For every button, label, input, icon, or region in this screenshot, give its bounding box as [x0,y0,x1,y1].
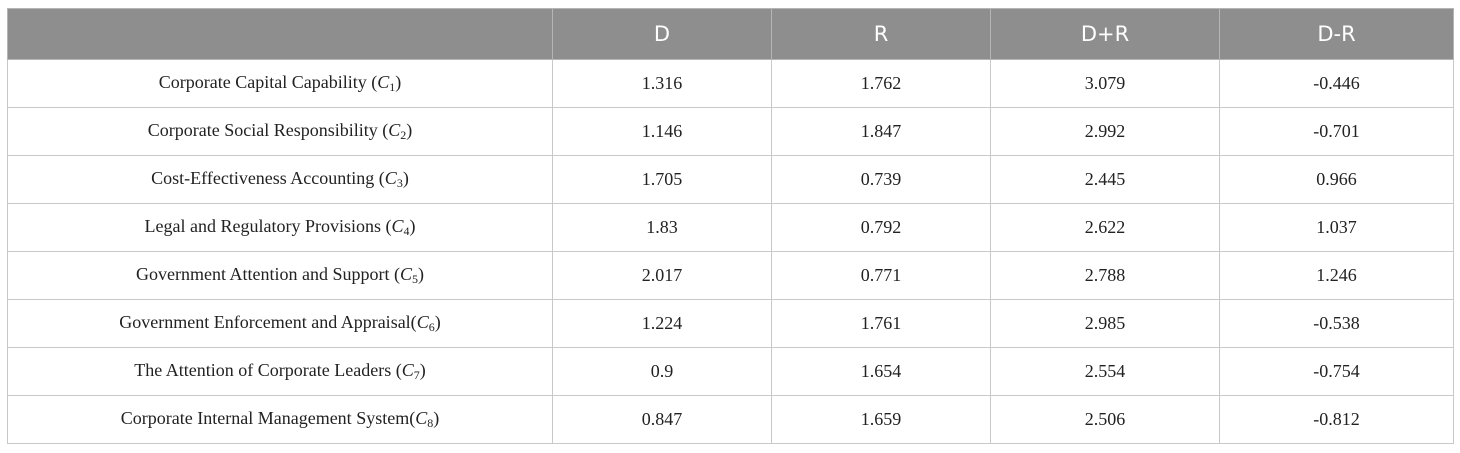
table-row: Legal and Regulatory Provisions (C4) 1.83… [7,203,1454,252]
factor-label: Corporate Internal Management System( [120,408,416,428]
dematel-results-table: D R D+R D-R Corporate Capital Capability… [7,8,1454,444]
factor-label: Government Attention and Support ( [136,264,400,284]
r-value-cell: 1.654 [771,347,991,396]
header-cell-d-plus-r: D+R [990,8,1220,60]
table-header-row: D R D+R D-R [7,8,1454,60]
factor-symbol: C7 [401,360,420,382]
header-cell-factor [7,8,553,60]
factor-name-cell: Legal and Regulatory Provisions (C4) [7,203,553,252]
r-value-cell: 0.739 [771,155,991,204]
table-row: The Attention of Corporate Leaders (C7) 0… [7,347,1454,396]
d-value-cell: 1.705 [552,155,772,204]
factor-symbol-subscript: 2 [400,128,407,142]
d-minus-r-value-cell: 1.246 [1219,251,1454,300]
r-value-cell: 1.659 [771,395,991,444]
factor-name-cell: Corporate Social Responsibility (C2) [7,107,553,156]
factor-label: Corporate Capital Capability ( [158,72,378,92]
factor-symbol-subscript: 7 [413,368,420,382]
d-plus-r-value-cell: 2.622 [990,203,1220,252]
factor-symbol: C1 [377,72,396,94]
d-plus-r-value-cell: 3.079 [990,59,1220,108]
d-minus-r-value-cell: 0.966 [1219,155,1454,204]
factor-symbol-letter: C [384,168,397,188]
d-value-cell: 1.146 [552,107,772,156]
factor-label-close: ) [406,120,413,140]
d-minus-r-value-cell: -0.446 [1219,59,1454,108]
table-row: Government Enforcement and Appraisal(C6)… [7,299,1454,348]
factor-name-cell: Government Attention and Support (C5) [7,251,553,300]
table-body: Corporate Capital Capability (C1) 1.316 1.… [7,59,1454,444]
table-row: Cost-Effectiveness Accounting (C3) 1.705 0… [7,155,1454,204]
factor-symbol-subscript: 8 [427,416,434,430]
d-value-cell: 0.847 [552,395,772,444]
d-minus-r-value-cell: -0.538 [1219,299,1454,348]
factor-name-cell: Government Enforcement and Appraisal(C6) [7,299,553,348]
factor-symbol-subscript: 6 [428,320,435,334]
factor-symbol-subscript: 4 [403,224,410,238]
factor-symbol: C5 [399,264,418,286]
r-value-cell: 1.762 [771,59,991,108]
factor-label-close: ) [417,264,424,284]
table-row: Government Attention and Support (C5) 2.0… [7,251,1454,300]
factor-label-close: ) [433,408,440,428]
factor-symbol-subscript: 1 [389,80,396,94]
table-row: Corporate Capital Capability (C1) 1.316 1.… [7,59,1454,108]
d-plus-r-value-cell: 2.554 [990,347,1220,396]
factor-label-close: ) [434,312,441,332]
factor-label: The Attention of Corporate Leaders ( [134,360,402,380]
factor-name-cell: The Attention of Corporate Leaders (C7) [7,347,553,396]
factor-label-close: ) [395,72,402,92]
factor-symbol: C2 [388,120,407,142]
d-plus-r-value-cell: 2.506 [990,395,1220,444]
table-row: Corporate Social Responsibility (C2) 1.14… [7,107,1454,156]
factor-symbol-letter: C [399,264,412,284]
header-cell-d-minus-r: D-R [1219,8,1454,60]
header-cell-d: D [552,8,772,60]
d-minus-r-value-cell: -0.812 [1219,395,1454,444]
data-table-container: D R D+R D-R Corporate Capital Capability… [7,8,1454,444]
table-row: Corporate Internal Management System(C8)… [7,395,1454,444]
d-value-cell: 1.83 [552,203,772,252]
r-value-cell: 0.771 [771,251,991,300]
header-cell-r: R [771,8,991,60]
r-value-cell: 1.847 [771,107,991,156]
factor-label: Corporate Social Responsibility ( [147,120,389,140]
factor-label-close: ) [409,216,416,236]
d-plus-r-value-cell: 2.985 [990,299,1220,348]
d-plus-r-value-cell: 2.788 [990,251,1220,300]
r-value-cell: 1.761 [771,299,991,348]
d-minus-r-value-cell: -0.754 [1219,347,1454,396]
factor-symbol: C4 [391,216,410,238]
factor-symbol-letter: C [401,360,414,380]
factor-label: Government Enforcement and Appraisal( [119,312,417,332]
factor-name-cell: Cost-Effectiveness Accounting (C3) [7,155,553,204]
d-minus-r-value-cell: 1.037 [1219,203,1454,252]
d-minus-r-value-cell: -0.701 [1219,107,1454,156]
factor-symbol-letter: C [415,408,428,428]
factor-label-close: ) [419,360,426,380]
factor-label: Legal and Regulatory Provisions ( [144,216,392,236]
factor-symbol-letter: C [377,72,390,92]
factor-symbol-letter: C [388,120,401,140]
factor-symbol: C6 [416,312,435,334]
d-value-cell: 0.9 [552,347,772,396]
r-value-cell: 0.792 [771,203,991,252]
factor-symbol-subscript: 5 [411,272,418,286]
factor-symbol-subscript: 3 [396,176,403,190]
factor-symbol: C3 [384,168,403,190]
d-value-cell: 1.316 [552,59,772,108]
d-value-cell: 2.017 [552,251,772,300]
factor-label: Cost-Effectiveness Accounting ( [151,168,385,188]
d-value-cell: 1.224 [552,299,772,348]
factor-name-cell: Corporate Capital Capability (C1) [7,59,553,108]
factor-symbol-letter: C [416,312,429,332]
factor-symbol-letter: C [391,216,404,236]
factor-label-close: ) [402,168,409,188]
d-plus-r-value-cell: 2.992 [990,107,1220,156]
factor-name-cell: Corporate Internal Management System(C8) [7,395,553,444]
d-plus-r-value-cell: 2.445 [990,155,1220,204]
factor-symbol: C8 [415,408,434,430]
